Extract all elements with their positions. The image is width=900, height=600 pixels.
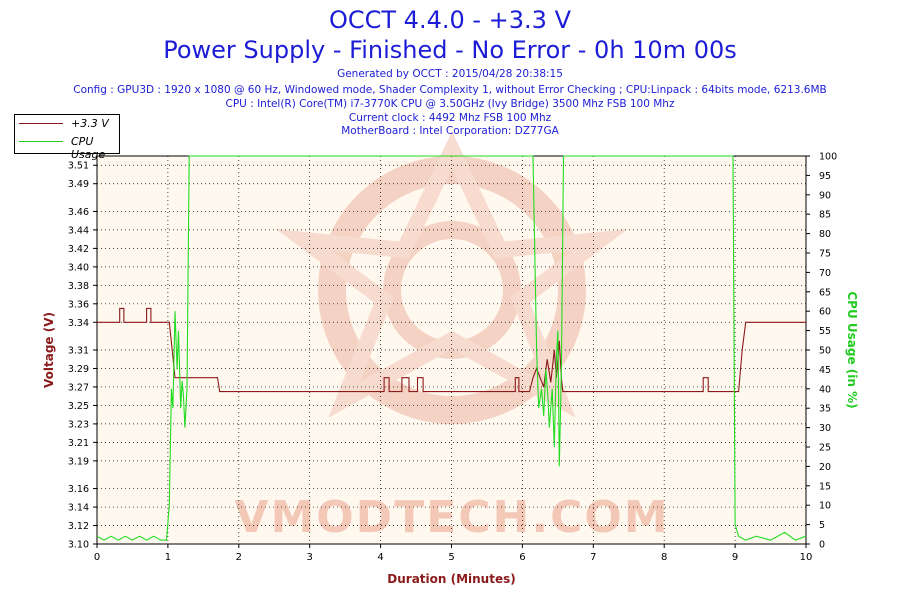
- x-tick-label: 1: [165, 552, 171, 563]
- info-clock: Current clock : 4492 Mhz FSB 100 Mhz: [348, 112, 552, 124]
- y-axis-label: Voltage (V): [42, 312, 56, 388]
- x-tick-label: 3: [307, 552, 313, 563]
- info-generated: Generated by OCCT : 2015/04/28 20:38:15: [337, 68, 563, 80]
- y2-tick-label: 20: [819, 462, 831, 473]
- x-axis-label: Duration (Minutes): [387, 572, 515, 586]
- y2-tick-label: 40: [819, 384, 831, 395]
- y2-tick-label: 95: [819, 171, 831, 182]
- y-tick-label: 3.23: [68, 419, 89, 430]
- chart-subtitle: Power Supply - Finished - No Error - 0h …: [163, 36, 737, 64]
- x-tick-label: 2: [236, 552, 242, 563]
- x-tick-label: 8: [661, 552, 667, 563]
- y2-tick-label: 45: [819, 365, 831, 376]
- y2-tick-label: 70: [819, 268, 831, 279]
- y-tick-label: 3.49: [68, 179, 89, 190]
- y-tick-label: 3.34: [68, 318, 89, 329]
- legend-label-voltage: +3.3 V: [71, 117, 109, 130]
- y-tick-label: 3.31: [68, 346, 89, 357]
- y2-tick-label: 25: [819, 443, 831, 454]
- legend-swatch-voltage: [19, 123, 63, 124]
- y2-tick-label: 30: [819, 423, 831, 434]
- y2-tick-label: 65: [819, 287, 831, 298]
- y-tick-label: 3.14: [68, 503, 89, 514]
- cpu-usage-series-line: [96, 155, 807, 541]
- y2-axis-label: CPU Usage (in %): [845, 291, 859, 408]
- y-tick-label: 3.40: [68, 262, 89, 273]
- y-tick-label: 3.29: [68, 364, 89, 375]
- y2-tick-label: 15: [819, 481, 831, 492]
- y-tick-label: 3.25: [68, 401, 89, 412]
- chart-title: OCCT 4.4.0 - +3.3 V: [328, 6, 571, 34]
- info-cpu: CPU : Intel(R) Core(TM) i7-3770K CPU @ 3…: [225, 98, 675, 110]
- info-motherboard: MotherBoard : Intel Corporation: DZ77GA: [341, 125, 559, 137]
- x-tick-label: 4: [377, 552, 383, 563]
- y-tick-label: 3.42: [68, 244, 89, 255]
- y2-tick-label: 35: [819, 404, 831, 415]
- watermark: VMODTECH.COM: [234, 131, 669, 543]
- y2-tick-label: 5: [819, 520, 825, 531]
- info-config: Config : GPU3D : 1920 x 1080 @ 60 Hz, Wi…: [73, 84, 827, 96]
- y2-tick-label: 10: [819, 501, 831, 512]
- x-tick-label: 9: [732, 552, 738, 563]
- y2-tick-label: 80: [819, 229, 831, 240]
- watermark-inner-ring: [383, 221, 521, 359]
- legend-label-cpu: CPU Usage: [71, 135, 106, 161]
- y-tick-label: 3.21: [68, 438, 89, 449]
- x-tick-label: 6: [519, 552, 525, 563]
- y2-tick-label: 100: [819, 152, 837, 163]
- x-tick-label: 5: [448, 552, 454, 563]
- y-tick-label: 3.38: [68, 281, 89, 292]
- watermark-star: [276, 131, 628, 418]
- y2-tick-label: 60: [819, 307, 831, 318]
- watermark-ring: [318, 156, 586, 424]
- y2-tick-label: 0: [819, 540, 825, 551]
- y-tick-label: 3.46: [68, 207, 89, 218]
- legend-item-cpu: CPU Usage: [15, 133, 119, 161]
- x-tick-label: 0: [94, 552, 100, 563]
- legend: +3.3 V CPU Usage: [14, 114, 120, 161]
- y-tick-label: 3.19: [68, 456, 89, 467]
- voltage-series-line: [97, 307, 806, 393]
- y-tick-label: 3.10: [68, 540, 89, 551]
- y2-tick-label: 90: [819, 190, 831, 201]
- y-tick-label: 3.27: [68, 382, 89, 393]
- x-tick-label: 10: [800, 552, 813, 563]
- legend-item-voltage: +3.3 V: [15, 115, 119, 133]
- x-tick-label: 7: [590, 552, 596, 563]
- y-tick-label: 3.51: [68, 161, 89, 172]
- y-tick-label: 3.36: [68, 299, 89, 310]
- watermark-text: VMODTECH.COM: [234, 492, 669, 543]
- y2-tick-label: 85: [819, 210, 831, 221]
- y-tick-label: 3.16: [68, 484, 89, 495]
- y2-tick-label: 75: [819, 249, 831, 260]
- y-tick-label: 3.44: [68, 225, 89, 236]
- y-tick-label: 3.12: [68, 521, 89, 532]
- y2-tick-label: 55: [819, 326, 831, 337]
- legend-swatch-cpu: [19, 141, 63, 142]
- y2-tick-label: 50: [819, 346, 831, 357]
